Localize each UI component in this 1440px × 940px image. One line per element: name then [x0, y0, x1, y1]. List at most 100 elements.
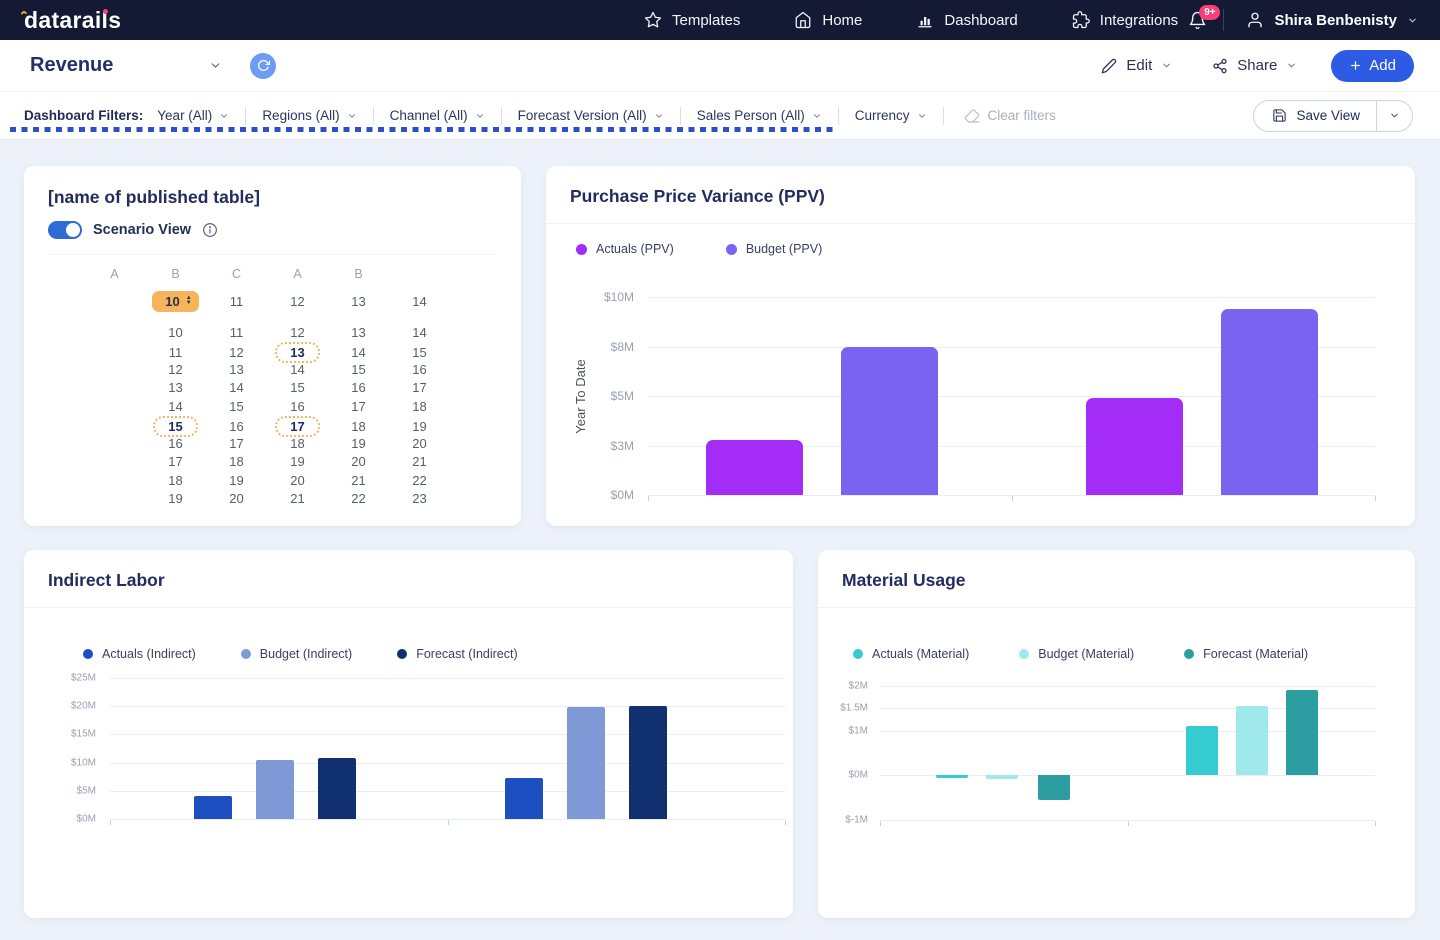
info-icon[interactable] [202, 222, 218, 238]
card-title: Indirect Labor [48, 570, 165, 590]
legend-label: Actuals (PPV) [596, 242, 674, 256]
spinner-arrows-icon[interactable]: ▲ ▼ [185, 295, 192, 306]
ppv-bar-budget-ppv[interactable] [1221, 308, 1318, 495]
nav-dashboard[interactable]: Dashboard [910, 10, 1023, 30]
scenario-view-label: Scenario View [93, 222, 192, 238]
legend-item[interactable]: Actuals (PPV) [576, 242, 674, 256]
nav-integrations[interactable]: Integrations [1066, 10, 1184, 30]
share-button[interactable]: Share [1206, 56, 1303, 75]
chevron-down-icon [813, 113, 820, 118]
save-view-label: Save View [1296, 108, 1360, 123]
ppv-bar-actuals-ppv[interactable] [706, 439, 803, 495]
y-axis: $25M $20M $15M $10M $5M $0M [50, 673, 102, 825]
scenario-view-toggle[interactable] [48, 221, 82, 239]
highlighted-cell[interactable]: 13 [275, 341, 320, 363]
table-cell: 19 [351, 435, 366, 451]
material-bar-budget-material[interactable] [986, 775, 1018, 780]
add-button[interactable]: Add [1331, 49, 1414, 82]
divider [1223, 9, 1225, 31]
indirect-bar-forecast-indirect[interactable] [629, 705, 667, 819]
x-axis-tick [110, 820, 111, 825]
x-axis-tick [1011, 496, 1013, 501]
table-cell: 22 [412, 472, 427, 488]
indirect-bar-budget-indirect[interactable] [567, 707, 605, 819]
table-cell: 11 [168, 344, 183, 360]
table-cell: 19 [412, 418, 427, 434]
legend-label: Budget (Indirect) [259, 647, 353, 661]
filter-sales-person-all[interactable]: Sales Person (All) [695, 108, 824, 123]
filters-active-indicator [10, 127, 834, 132]
indirect-labor-card: Indirect Labor Actuals (Indirect) Budget … [24, 550, 793, 918]
filter-year-all[interactable]: Year (All) [155, 108, 231, 123]
page-title: Revenue [30, 54, 114, 76]
material-bar-actuals-material[interactable] [1186, 726, 1218, 776]
dashboard-selector[interactable]: Revenue [24, 53, 228, 78]
filter-regions-all[interactable]: Regions (All) [260, 108, 358, 123]
legend-item[interactable]: Forecast (Indirect) [397, 647, 518, 661]
highlighted-cell[interactable]: 15 [153, 415, 198, 437]
x-axis-tick [785, 820, 786, 825]
indirect-bar-budget-indirect[interactable] [256, 760, 294, 819]
indirect-bar-actuals-indirect[interactable] [505, 778, 543, 819]
refresh-button[interactable] [250, 52, 276, 79]
clear-filters-button[interactable]: Clear filters [958, 107, 1062, 125]
nav-home[interactable]: Home [788, 10, 868, 30]
table-cell: 19 [290, 454, 305, 470]
material-bar-forecast-material[interactable] [1286, 690, 1318, 776]
datarails-logo[interactable]: datarails [19, 7, 121, 34]
pencil-icon [1102, 58, 1117, 73]
axis-tick-label: $15M [70, 728, 96, 740]
chevron-down-icon [1391, 113, 1398, 118]
material-bar-budget-material[interactable] [1236, 706, 1268, 776]
legend-item[interactable]: Budget (PPV) [725, 242, 823, 256]
table-cell: 22 [351, 491, 366, 507]
gridline [648, 396, 1375, 397]
table-row: 19 20 21 22 23 [84, 490, 450, 509]
table-row: 14 15 16 17 18 [84, 397, 450, 416]
table-row: 10 11 12 13 14 [84, 323, 450, 342]
legend-item[interactable]: Budget (Material) [1019, 647, 1134, 661]
filter-forecast-version-all[interactable]: Forecast Version (All) [516, 108, 666, 123]
save-view-dropdown[interactable] [1377, 101, 1412, 131]
gridline [880, 730, 1375, 732]
ppv-bar-budget-ppv[interactable] [841, 346, 938, 495]
axis-tick-label: $10M [70, 757, 96, 769]
material-bar-actuals-material[interactable] [936, 775, 968, 779]
filter-currency[interactable]: Currency [853, 108, 929, 123]
gridline [880, 708, 1375, 710]
nav-templates[interactable]: Templates [638, 10, 746, 30]
filter-bar: Dashboard Filters: Year (All) Regions (Al… [0, 92, 1440, 140]
axis-tick-label: $2M [848, 680, 868, 692]
legend-item[interactable]: Actuals (Material) [853, 647, 969, 661]
filter-channel-all[interactable]: Channel (All) [388, 108, 487, 123]
indirect-bar-actuals-indirect[interactable] [194, 795, 232, 819]
plus-icon [1351, 61, 1361, 70]
primary-nav: Templates Home Dashboard Integrations [638, 10, 1184, 30]
table-cell: 17 [168, 454, 183, 470]
legend-dot-icon [1019, 649, 1030, 659]
material-bar-forecast-material[interactable] [1038, 775, 1070, 800]
ppv-bar-actuals-ppv[interactable] [1086, 397, 1183, 495]
edit-button[interactable]: Edit [1095, 56, 1178, 75]
user-menu[interactable]: Shira Benbenisty [1240, 10, 1424, 30]
puzzle-icon [1072, 11, 1090, 29]
table-cell: 21 [351, 472, 366, 488]
highlighted-cell[interactable]: 17 [275, 415, 320, 437]
indirect-bar-forecast-indirect[interactable] [318, 757, 356, 819]
y-axis: $2M $1.5M $1M $0M $-1M [824, 681, 874, 826]
value-spinner[interactable]: 10 ▲ ▼ [152, 290, 199, 312]
table-cell: 14 [412, 324, 427, 340]
notifications-button[interactable]: 9+ [1188, 4, 1221, 30]
save-view-button[interactable]: Save View [1254, 100, 1377, 131]
legend-item[interactable]: Forecast (Material) [1184, 647, 1308, 661]
gridline [110, 819, 785, 820]
bell-icon [1190, 11, 1206, 29]
legend-item[interactable]: Budget (Indirect) [240, 647, 353, 661]
gridline [648, 495, 1375, 496]
legend-dot-icon [576, 243, 587, 255]
dashboard-toolbar: Revenue Edit Share Add [0, 40, 1440, 92]
legend-item[interactable]: Actuals (Indirect) [83, 647, 196, 661]
legend-label: Budget (PPV) [745, 242, 823, 256]
axis-tick-label: $5M [610, 389, 634, 403]
x-axis-tick [1127, 821, 1129, 826]
